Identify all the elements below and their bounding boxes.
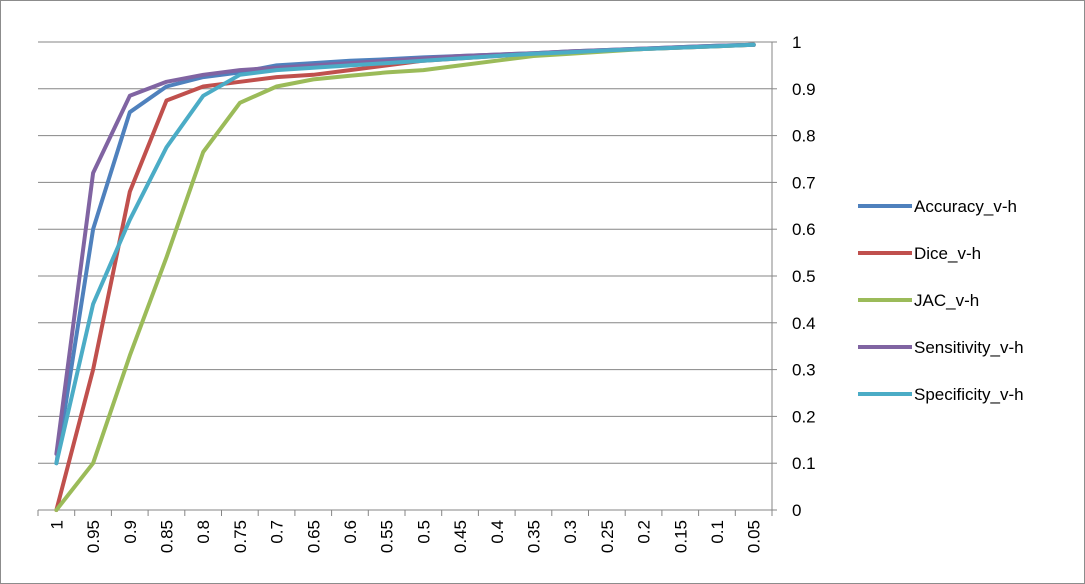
x-tick-label: 0.1 (708, 520, 727, 544)
x-tick-label: 0.9 (121, 520, 140, 544)
x-tick-label: 0.6 (341, 520, 360, 544)
x-tick-label: 0.3 (561, 520, 580, 544)
x-tick-label: 0.85 (157, 520, 176, 553)
x-tick-label: 0.7 (268, 520, 287, 544)
x-tick-label: 0.15 (671, 520, 690, 553)
x-tick-label: 0.35 (524, 520, 543, 553)
y-tick-label: 0.4 (792, 314, 816, 333)
x-tick-label: 1 (47, 520, 66, 529)
y-tick-label: 0.3 (792, 361, 816, 380)
x-tick-label: 0.5 (414, 520, 433, 544)
y-tick-label: 1 (792, 33, 801, 52)
x-tick-label: 0.25 (598, 520, 617, 553)
legend-label: JAC_v-h (914, 291, 979, 310)
y-tick-label: 0.1 (792, 454, 816, 473)
legend-label: Sensitivity_v-h (914, 338, 1024, 357)
series-line (54, 42, 756, 456)
x-tick-label: 0.75 (231, 520, 250, 553)
series-line (54, 42, 756, 466)
x-tick-label: 0.65 (304, 520, 323, 553)
y-tick-label: 0.7 (792, 173, 816, 192)
x-tick-label: 0.8 (194, 520, 213, 544)
y-tick-label: 0.5 (792, 267, 816, 286)
y-tick-label: 0.8 (792, 127, 816, 146)
series-line (54, 42, 756, 466)
x-tick-label: 0.05 (745, 520, 764, 553)
x-tick-label: 0.4 (488, 520, 507, 544)
y-tick-label: 0 (792, 501, 801, 520)
y-tick-label: 0.2 (792, 407, 816, 426)
legend-label: Accuracy_v-h (914, 197, 1017, 216)
legend-label: Specificity_v-h (914, 385, 1024, 404)
x-tick-label: 0.95 (84, 520, 103, 553)
x-tick-label: 0.55 (378, 520, 397, 553)
y-tick-label: 0.9 (792, 80, 816, 99)
x-tick-label: 0.2 (635, 520, 654, 544)
legend-label: Dice_v-h (914, 244, 981, 263)
y-tick-label: 0.6 (792, 220, 816, 239)
x-tick-label: 0.45 (451, 520, 470, 553)
